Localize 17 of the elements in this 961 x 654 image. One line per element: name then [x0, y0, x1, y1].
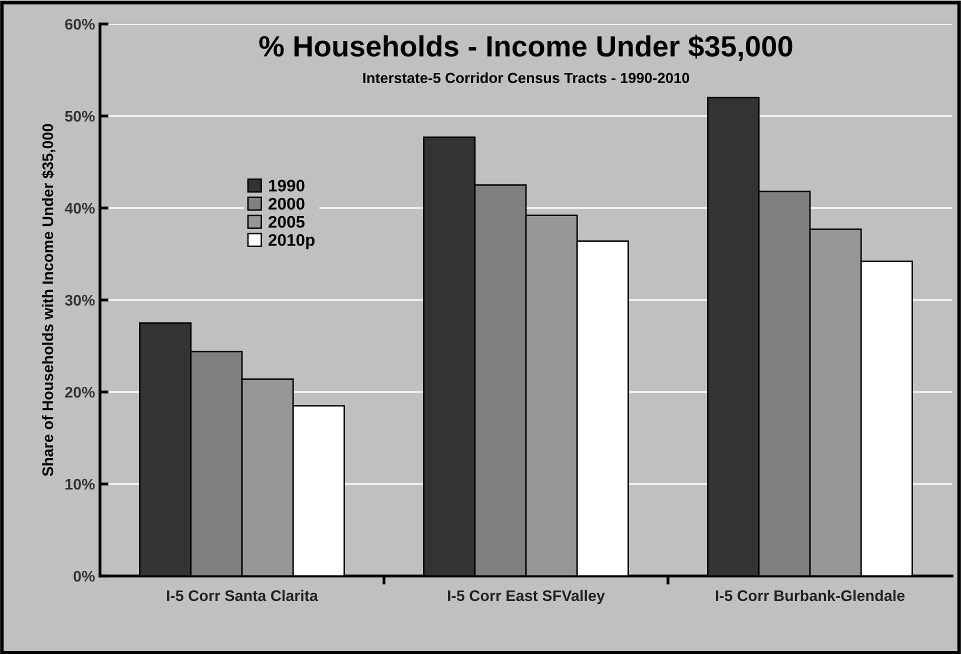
y-tick-label: 60%: [65, 18, 95, 30]
x-tick-label: I-5 Corr East SFValley: [448, 590, 605, 604]
y-tick-label: 50%: [65, 110, 95, 122]
x-tick-label: I-5 Corr Burbank-Glendale: [716, 590, 905, 602]
y-axis-title: Share of Households with Income Under $35,000: [42, 124, 56, 476]
legend-label: 2010p: [268, 234, 315, 250]
legend-label: 1990: [269, 180, 304, 192]
chart-title: % Households - Income Under $35,000: [259, 34, 792, 61]
legend-label: 2005: [268, 216, 305, 228]
legend-label: 2000: [268, 198, 304, 210]
y-tick-label: 0%: [74, 570, 95, 582]
x-tick-label: I-5 Corr Santa Clarita: [167, 590, 318, 602]
text: Interstate-5 Corridor Census Tracts - 1990-2010: [363, 72, 690, 84]
y-tick-label: 30%: [64, 294, 95, 306]
y-tick-label: 40%: [64, 202, 95, 214]
y-tick-label: 20%: [65, 386, 95, 398]
y-tick-label: 10%: [66, 478, 95, 490]
